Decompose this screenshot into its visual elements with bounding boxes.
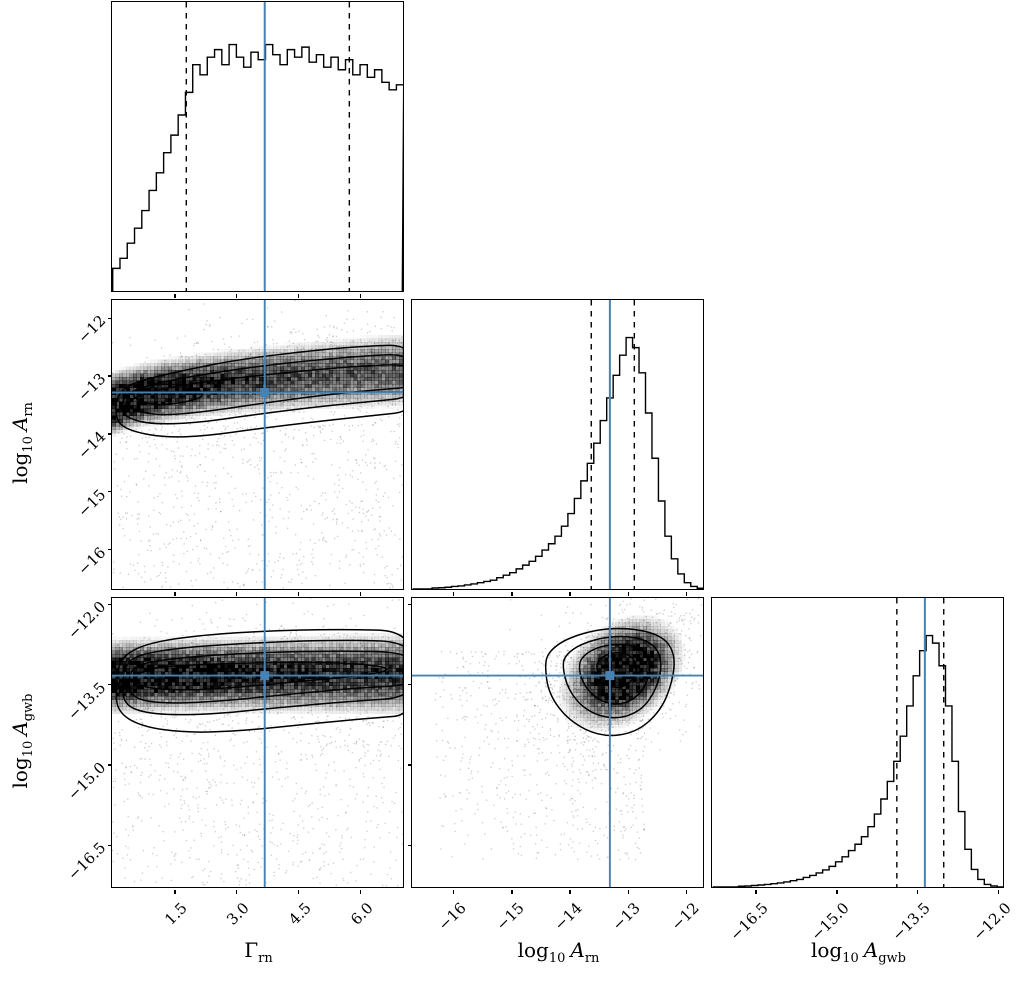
x-tick-label: −13: [608, 899, 645, 935]
tick-mark: [360, 293, 362, 298]
tick-mark: [174, 293, 176, 298]
hist-log10-a-gwb-canvas: [712, 598, 1003, 887]
contour-gamma-rn-log10-a-gwb-canvas: [112, 598, 403, 887]
tick-mark: [569, 889, 571, 894]
panel-hist-log10-a-gwb: [711, 597, 1004, 888]
tick-mark: [236, 293, 238, 298]
panel-2d-gamma-rn-vs-log10-a-gwb: [111, 597, 404, 888]
y-tick-label: −12: [74, 311, 110, 348]
tick-mark: [236, 889, 238, 894]
tick-mark: [107, 683, 112, 686]
x-tick-label: 1.5: [161, 899, 191, 929]
tick-mark: [453, 591, 455, 596]
y-tick-label: −15: [74, 485, 110, 521]
panel-hist-log10-a-rn: [411, 299, 704, 590]
tick-mark: [236, 591, 238, 596]
tick-mark: [174, 591, 176, 596]
hist-gamma-rn-canvas: [112, 2, 403, 291]
gamma-symbol: Γ: [244, 938, 259, 962]
x-tick-label: 6.0: [346, 899, 377, 929]
tick-mark: [407, 603, 412, 605]
y-tick-label: −13: [74, 369, 110, 405]
tick-mark: [107, 764, 112, 766]
y-tick-label: −12.0: [64, 597, 110, 644]
x-tick-label: −16: [434, 899, 470, 935]
contour-gamma-rn-log10-a-rn-canvas: [112, 300, 403, 589]
tick-mark: [407, 683, 412, 686]
panel-2d-log10-a-rn-vs-log10-a-gwb: [411, 597, 704, 888]
tick-mark: [107, 433, 112, 435]
y-tick-label: −14: [74, 427, 110, 463]
tick-mark: [627, 591, 629, 596]
x-axis-title-log10-a-gwb: log10 Agwb: [810, 938, 907, 966]
y-axis-title-log10-a-rn: log10Arn: [8, 402, 36, 484]
tick-mark: [836, 889, 838, 894]
x-tick-label: 4.5: [284, 899, 315, 929]
tick-mark: [360, 591, 362, 596]
tick-mark: [511, 889, 513, 894]
tick-mark: [685, 591, 688, 596]
panel-hist-gamma-rn: [111, 1, 404, 292]
x-axis-title-log10-a-rn: log10 Arn: [517, 938, 600, 966]
tick-mark: [107, 548, 112, 551]
y-tick-label: −16: [74, 543, 110, 579]
y-tick-label: −13.5: [64, 678, 110, 724]
tick-mark: [917, 889, 919, 894]
tick-mark: [174, 889, 176, 894]
panel-2d-gamma-rn-vs-log10-a-rn: [111, 299, 404, 590]
x-tick-label: 3.0: [222, 899, 253, 929]
tick-mark: [511, 591, 513, 596]
tick-mark: [685, 889, 688, 894]
tick-mark: [407, 764, 412, 766]
tick-mark: [569, 591, 571, 596]
tick-mark: [107, 603, 112, 605]
tick-mark: [107, 375, 112, 377]
tick-mark: [298, 293, 300, 298]
gamma-subscript: rn: [258, 951, 273, 966]
contour-log10-a-rn-log10-a-gwb-canvas: [412, 598, 703, 887]
hist-log10-a-rn-canvas: [412, 300, 703, 589]
tick-mark: [360, 889, 362, 894]
x-tick-label: −14: [550, 899, 586, 935]
x-axis-title-gamma-rn: Γrn: [113, 938, 404, 966]
x-tick-label: −15: [492, 899, 528, 935]
tick-mark: [453, 889, 455, 894]
tick-mark: [298, 889, 300, 894]
tick-mark: [107, 491, 112, 493]
y-tick-label: −16.5: [64, 838, 110, 885]
tick-mark: [407, 844, 412, 846]
y-tick-label: −15.0: [64, 758, 110, 804]
y-axis-title-log10-a-gwb: log10Agwb: [8, 693, 36, 789]
x-tick-label: −12: [667, 899, 703, 935]
tick-mark: [755, 889, 757, 894]
tick-mark: [107, 317, 112, 319]
tick-mark: [997, 889, 1000, 894]
tick-mark: [107, 844, 112, 846]
tick-mark: [298, 591, 300, 596]
tick-mark: [627, 889, 629, 894]
